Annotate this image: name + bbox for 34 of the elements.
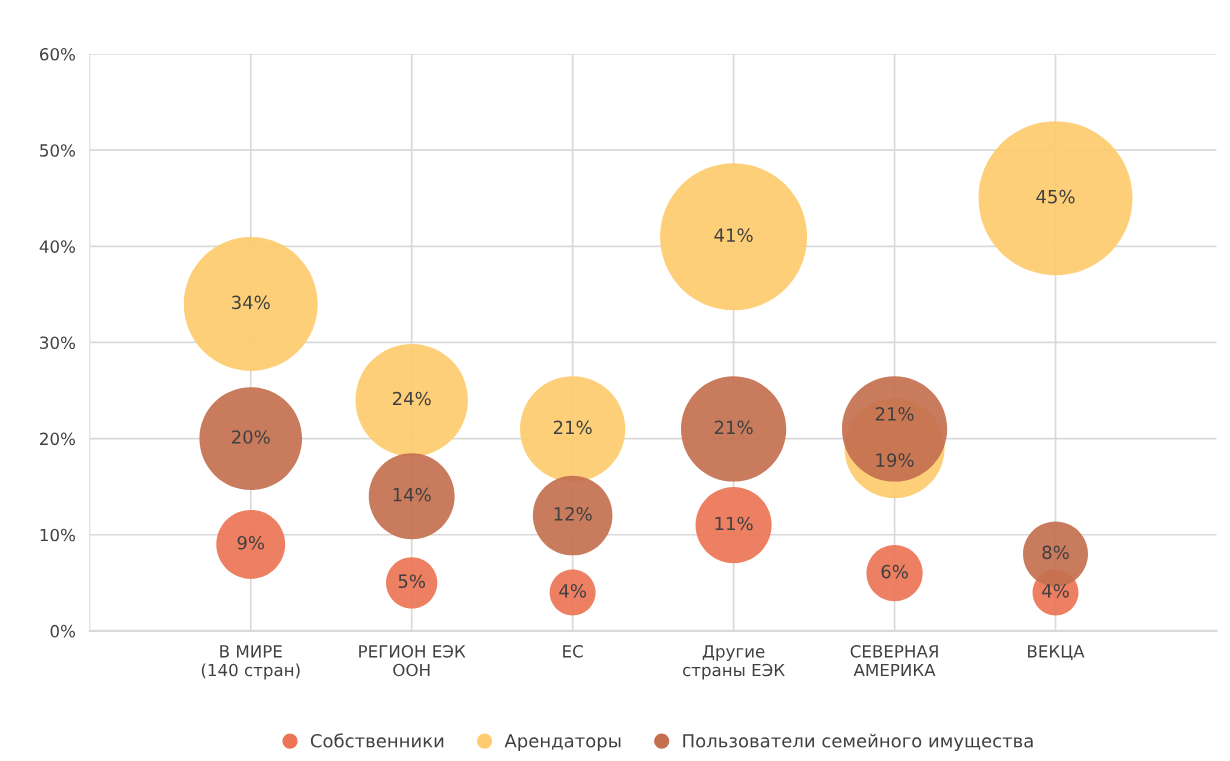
y-tick-label: 50% bbox=[40, 144, 75, 157]
y-tick-label: 0% bbox=[50, 624, 75, 638]
data-label: 4% bbox=[1042, 583, 1069, 598]
y-tick-label: 60% bbox=[40, 47, 75, 61]
data-label: 4% bbox=[559, 583, 586, 598]
x-tick-label: РЕГИОН ЕЭК ООН bbox=[359, 645, 466, 677]
data-label: 19% bbox=[876, 453, 914, 467]
x-tick-label: СЕВЕРНАЯ АМЕРИКА bbox=[850, 645, 938, 677]
data-label: 12% bbox=[554, 507, 592, 521]
data-label: 21% bbox=[553, 420, 592, 435]
y-tick-label: 40% bbox=[39, 240, 75, 253]
data-label: 6% bbox=[881, 564, 908, 579]
data-label: 14% bbox=[393, 487, 431, 502]
data-label: 41% bbox=[714, 228, 753, 242]
y-tick-label: 10% bbox=[40, 528, 75, 542]
data-label: 21% bbox=[714, 420, 753, 435]
data-label: 34% bbox=[232, 295, 270, 310]
y-tick-label: 30% bbox=[40, 336, 75, 350]
legend-label: Собственники bbox=[310, 733, 444, 748]
data-label: 45% bbox=[1036, 189, 1075, 204]
x-tick-label: В МИРЕ (140 стран) bbox=[201, 645, 300, 680]
x-tick-label: ВЕКЦА bbox=[1028, 645, 1085, 661]
y-tick-label: 20% bbox=[40, 432, 75, 446]
data-label: 20% bbox=[232, 430, 270, 444]
data-label: 24% bbox=[392, 391, 431, 406]
data-label: 5% bbox=[398, 574, 426, 589]
legend-label: Пользователи семейного имущества bbox=[683, 733, 1033, 752]
data-label: 9% bbox=[237, 535, 265, 550]
legend-label: Арендаторы bbox=[504, 734, 621, 752]
data-label: 21% bbox=[875, 407, 914, 421]
data-label: 8% bbox=[1042, 545, 1069, 560]
x-tick-label: Другие страны ЕЭК bbox=[683, 645, 785, 680]
data-label: 11% bbox=[715, 516, 753, 531]
x-tick-label: ЕС bbox=[563, 645, 583, 658]
